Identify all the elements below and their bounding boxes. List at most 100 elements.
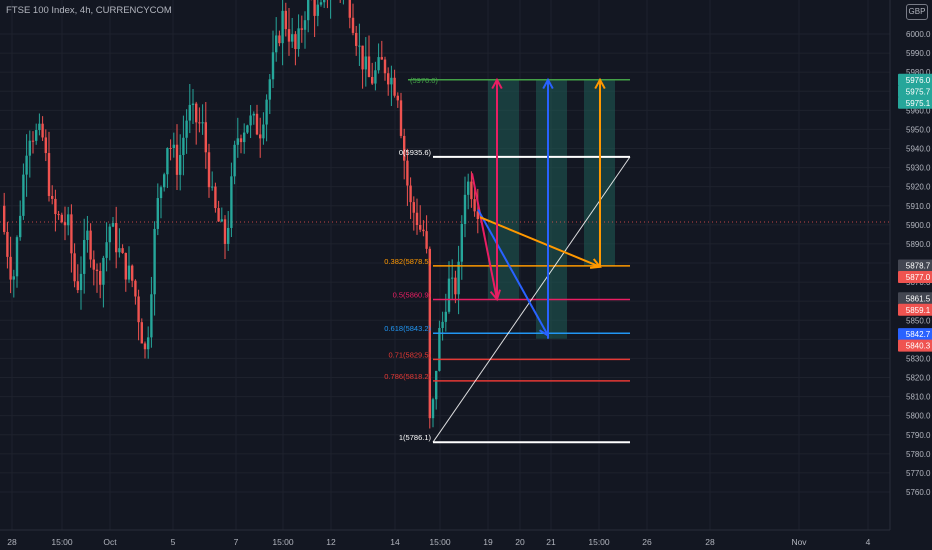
candle-body[interactable] bbox=[403, 135, 406, 161]
candle-body[interactable] bbox=[441, 321, 444, 328]
candle-body[interactable] bbox=[371, 76, 374, 84]
candle-body[interactable] bbox=[438, 327, 441, 371]
candle-body[interactable] bbox=[236, 138, 239, 145]
candle-body[interactable] bbox=[92, 259, 95, 270]
candle-body[interactable] bbox=[131, 265, 134, 281]
candle-body[interactable] bbox=[451, 277, 454, 279]
candle-body[interactable] bbox=[89, 230, 92, 260]
candle-body[interactable] bbox=[361, 45, 364, 70]
candle-body[interactable] bbox=[316, 4, 319, 16]
candle-body[interactable] bbox=[275, 35, 278, 53]
candle-body[interactable] bbox=[419, 225, 422, 230]
candle-body[interactable] bbox=[143, 343, 147, 350]
candle-body[interactable] bbox=[182, 137, 185, 156]
candle-body[interactable] bbox=[31, 140, 35, 142]
candle-body[interactable] bbox=[63, 222, 67, 226]
time-axis[interactable]: 28 15:00 Oct 5 7 15:00 12 14 15:00 19 20 21 15:00 26 2… bbox=[0, 529, 890, 547]
candle-body[interactable] bbox=[323, 0, 326, 3]
candle-body[interactable] bbox=[476, 211, 479, 220]
candle-body[interactable] bbox=[191, 103, 195, 105]
candle-body[interactable] bbox=[243, 132, 246, 143]
candle-body[interactable] bbox=[38, 123, 41, 131]
candle-body[interactable] bbox=[271, 52, 275, 80]
candle-body[interactable] bbox=[348, 0, 351, 18]
candle-body[interactable] bbox=[76, 281, 79, 291]
candle-body[interactable] bbox=[105, 242, 108, 258]
candle-body[interactable] bbox=[220, 219, 223, 222]
candle-body[interactable] bbox=[428, 248, 431, 419]
candle-body[interactable] bbox=[51, 195, 54, 199]
candle-body[interactable] bbox=[367, 56, 371, 77]
candle-body[interactable] bbox=[412, 202, 415, 213]
candle-body[interactable] bbox=[422, 229, 425, 232]
candle-body[interactable] bbox=[252, 113, 255, 116]
candle-body[interactable] bbox=[447, 278, 451, 312]
candle-body[interactable] bbox=[249, 115, 252, 126]
candle-body[interactable] bbox=[364, 56, 367, 70]
candle-body[interactable] bbox=[86, 230, 89, 240]
candle-body[interactable] bbox=[265, 99, 268, 125]
candle-body[interactable] bbox=[95, 269, 99, 271]
candles[interactable] bbox=[3, 0, 479, 429]
candle-body[interactable] bbox=[118, 248, 121, 253]
candle-body[interactable] bbox=[454, 277, 457, 295]
candle-body[interactable] bbox=[25, 155, 28, 175]
candle-body[interactable] bbox=[47, 153, 51, 196]
candle-body[interactable] bbox=[431, 399, 435, 419]
candle-body[interactable] bbox=[147, 337, 150, 350]
candle-body[interactable] bbox=[172, 144, 175, 149]
candle-body[interactable] bbox=[387, 73, 390, 85]
candle-body[interactable] bbox=[383, 59, 387, 74]
candle-body[interactable] bbox=[268, 79, 271, 100]
arrow-line[interactable] bbox=[477, 209, 549, 337]
candle-body[interactable] bbox=[83, 239, 86, 274]
candle-body[interactable] bbox=[198, 122, 201, 124]
candle-body[interactable] bbox=[150, 294, 153, 338]
candle-body[interactable] bbox=[175, 144, 179, 175]
candle-body[interactable] bbox=[313, 0, 316, 16]
candle-body[interactable] bbox=[169, 148, 172, 150]
candle-body[interactable] bbox=[185, 120, 188, 138]
candle-body[interactable] bbox=[307, 0, 310, 21]
currency-button[interactable]: GBP bbox=[906, 4, 928, 20]
candle-body[interactable] bbox=[35, 130, 38, 141]
candle-body[interactable] bbox=[134, 280, 137, 297]
candle-body[interactable] bbox=[6, 231, 9, 257]
candle-body[interactable] bbox=[380, 57, 383, 60]
candle-body[interactable] bbox=[79, 273, 83, 291]
candle-body[interactable] bbox=[255, 113, 259, 135]
candle-body[interactable] bbox=[188, 104, 191, 121]
candle-body[interactable] bbox=[28, 140, 31, 156]
candle-body[interactable] bbox=[409, 185, 412, 203]
candle-body[interactable] bbox=[19, 215, 22, 238]
candle-body[interactable] bbox=[227, 227, 230, 244]
candle-body[interactable] bbox=[444, 311, 447, 322]
candle-body[interactable] bbox=[201, 122, 204, 124]
candle-body[interactable] bbox=[102, 257, 105, 285]
candle-body[interactable] bbox=[262, 124, 265, 139]
candle-body[interactable] bbox=[217, 208, 220, 222]
candle-body[interactable] bbox=[195, 103, 198, 123]
candle-body[interactable] bbox=[159, 187, 163, 199]
candle-body[interactable] bbox=[57, 214, 60, 216]
candle-body[interactable] bbox=[303, 20, 307, 30]
candle-body[interactable] bbox=[467, 181, 470, 195]
candle-body[interactable] bbox=[156, 198, 159, 229]
candle-body[interactable] bbox=[291, 34, 294, 42]
candle-body[interactable] bbox=[140, 322, 143, 344]
arrow-line[interactable] bbox=[471, 173, 498, 300]
candle-body[interactable] bbox=[3, 205, 6, 232]
candle-body[interactable] bbox=[70, 214, 73, 254]
candle-body[interactable] bbox=[67, 214, 70, 226]
candle-body[interactable] bbox=[377, 57, 380, 71]
candle-body[interactable] bbox=[355, 32, 358, 46]
candle-body[interactable] bbox=[22, 174, 25, 216]
candle-body[interactable] bbox=[60, 214, 63, 223]
candle-body[interactable] bbox=[211, 186, 214, 188]
candle-body[interactable] bbox=[300, 28, 303, 30]
candle-body[interactable] bbox=[214, 186, 217, 209]
candle-body[interactable] bbox=[207, 152, 211, 188]
candle-body[interactable] bbox=[179, 155, 182, 175]
candle-body[interactable] bbox=[460, 223, 463, 262]
candle-body[interactable] bbox=[153, 228, 156, 295]
